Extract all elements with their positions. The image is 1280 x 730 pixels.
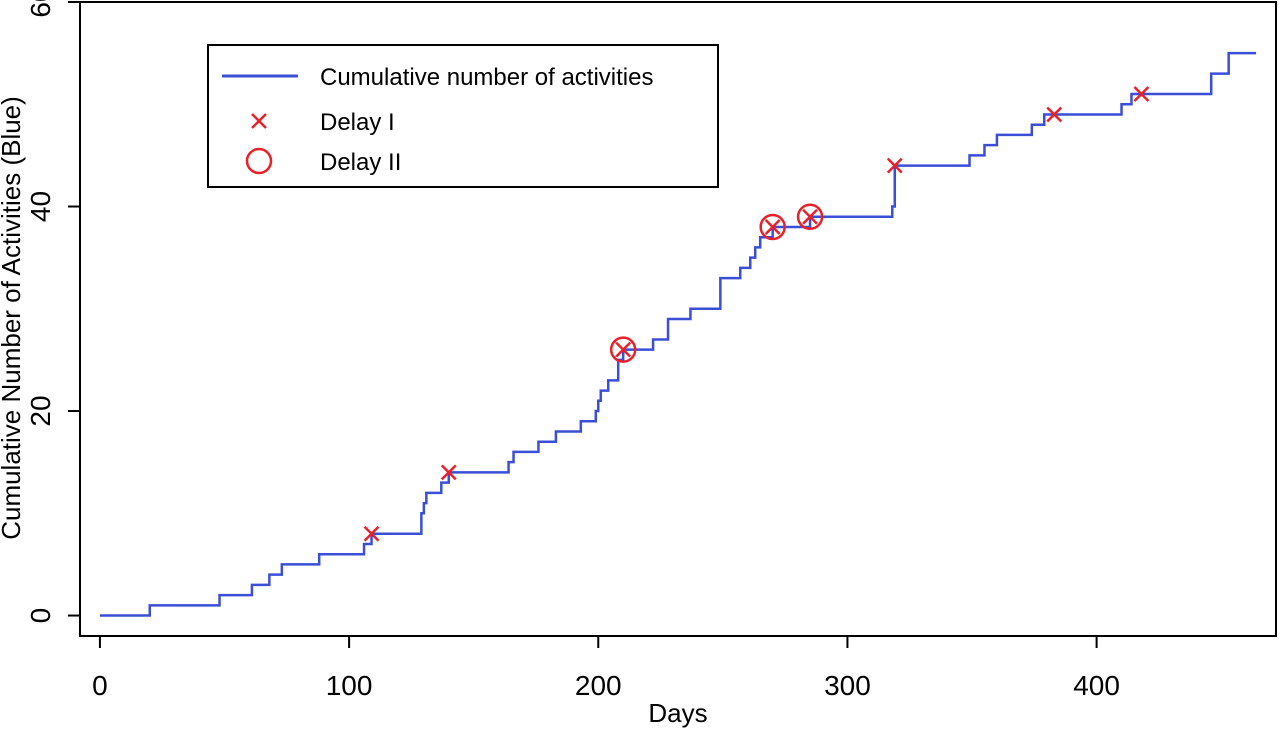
delay-1-point	[440, 464, 457, 481]
delay-1-point	[615, 341, 632, 358]
delay-1-point	[363, 525, 380, 542]
y-tick-label: 0	[25, 608, 56, 624]
x-tick-label: 200	[575, 670, 622, 701]
legend-circle-marker-icon	[245, 147, 273, 175]
delay-1-point	[764, 219, 781, 235]
y-tick-label: 60	[25, 0, 56, 18]
delay-1-point	[886, 157, 903, 174]
plot-frame	[79, 1, 1277, 637]
y-tick-label: 20	[25, 395, 56, 426]
legend: Cumulative number of activities Delay I …	[207, 44, 719, 188]
delay-1-point	[802, 208, 818, 225]
delay-1-point	[1046, 106, 1063, 123]
legend-entry-activities: Cumulative number of activities	[320, 64, 653, 91]
x-tick-label: 100	[326, 670, 373, 701]
series-line-cumulative-activities	[99, 51, 1257, 617]
x-tick-label: 400	[1073, 670, 1120, 701]
y-axis-label: Cumulative Number of Activities (Blue)	[0, 96, 26, 540]
legend-entry-delay-1: Delay I	[320, 109, 395, 136]
markers-layer	[363, 86, 1150, 542]
x-tick-label: 0	[92, 670, 108, 701]
y-tick-label: 40	[25, 191, 56, 222]
series-layer	[99, 51, 1257, 617]
delay-2-point	[609, 336, 637, 363]
delay-1-point	[1133, 86, 1150, 102]
x-axis-label: Days	[648, 698, 707, 728]
ticks: 0 100 200 300 400 0 20 40 60	[25, 0, 1120, 701]
axes	[79, 1, 1277, 637]
delay-2-point	[796, 203, 824, 230]
legend-entry-delay-2: Delay II	[320, 149, 401, 176]
x-tick-label: 300	[824, 670, 871, 701]
legend-x-marker-icon	[251, 113, 267, 129]
legend-box	[207, 44, 719, 188]
delay-2-point	[759, 213, 786, 241]
